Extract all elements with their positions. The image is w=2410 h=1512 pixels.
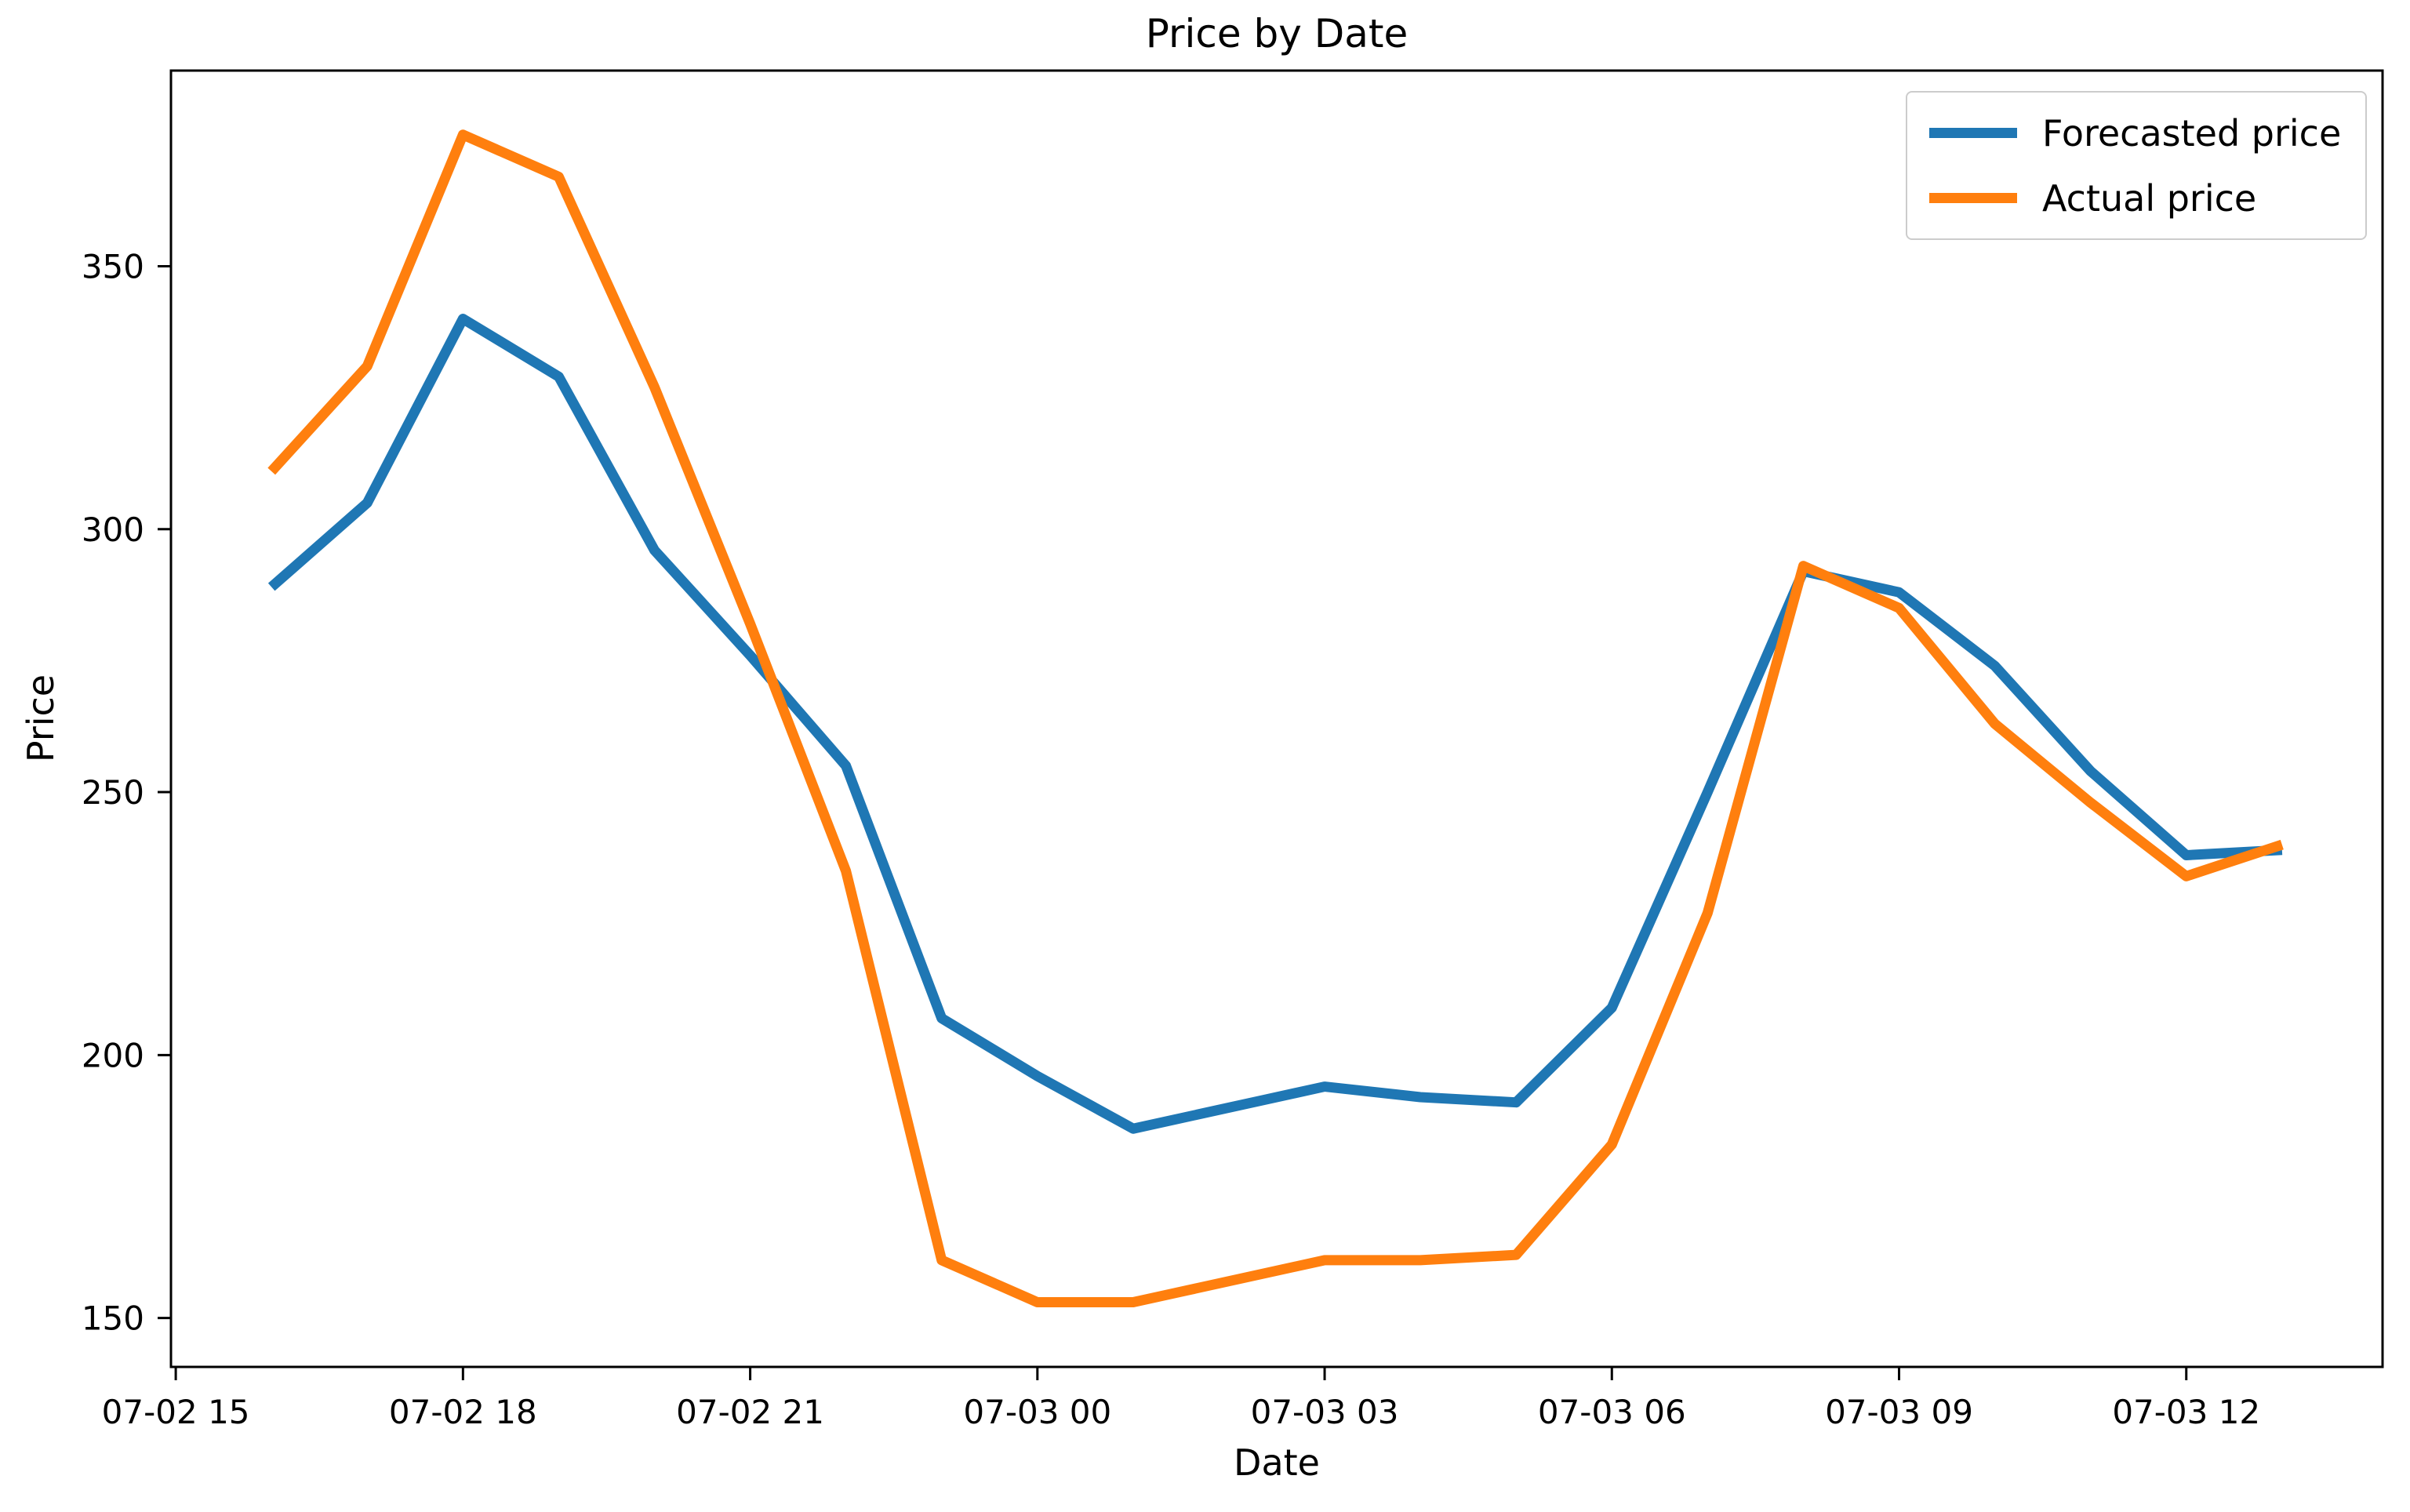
- actual-price-line: [267, 129, 2284, 1308]
- legend-item-actual: Actual price: [1907, 177, 2365, 220]
- forecasted-price-line: [267, 314, 2283, 1134]
- forecasted-line-swatch: [1929, 128, 2017, 138]
- x-tick-label: 07-03 12: [2112, 1393, 2260, 1431]
- chart-title: Price by Date: [1145, 11, 1409, 56]
- actual-line-swatch: [1929, 193, 2017, 203]
- y-axis-title: Price: [20, 674, 62, 763]
- legend-box: Forecasted price Actual price: [1906, 91, 2367, 240]
- x-tick-label: 07-02 18: [389, 1393, 537, 1431]
- legend-item-forecasted: Forecasted price: [1907, 112, 2365, 154]
- x-tick-label: 07-03 06: [1538, 1393, 1686, 1431]
- x-tick-label: 07-03 00: [963, 1393, 1111, 1431]
- x-tick-label: 07-02 15: [102, 1393, 250, 1431]
- plot-frame: [169, 69, 2384, 1368]
- x-tick-label: 07-02 21: [676, 1393, 824, 1431]
- x-tick-label: 07-03 09: [1825, 1393, 1973, 1431]
- legend-label-forecasted: Forecasted price: [2042, 111, 2342, 154]
- y-tick-label: 200: [82, 1036, 144, 1074]
- y-tick-label: 250: [82, 773, 144, 812]
- x-axis-title: Date: [1234, 1441, 1320, 1484]
- x-tick-label: 07-03 03: [1251, 1393, 1399, 1431]
- y-tick-label: 300: [82, 511, 144, 549]
- legend-label-actual: Actual price: [2042, 176, 2257, 220]
- y-tick-label: 150: [82, 1299, 144, 1338]
- y-tick-label: 350: [82, 247, 144, 285]
